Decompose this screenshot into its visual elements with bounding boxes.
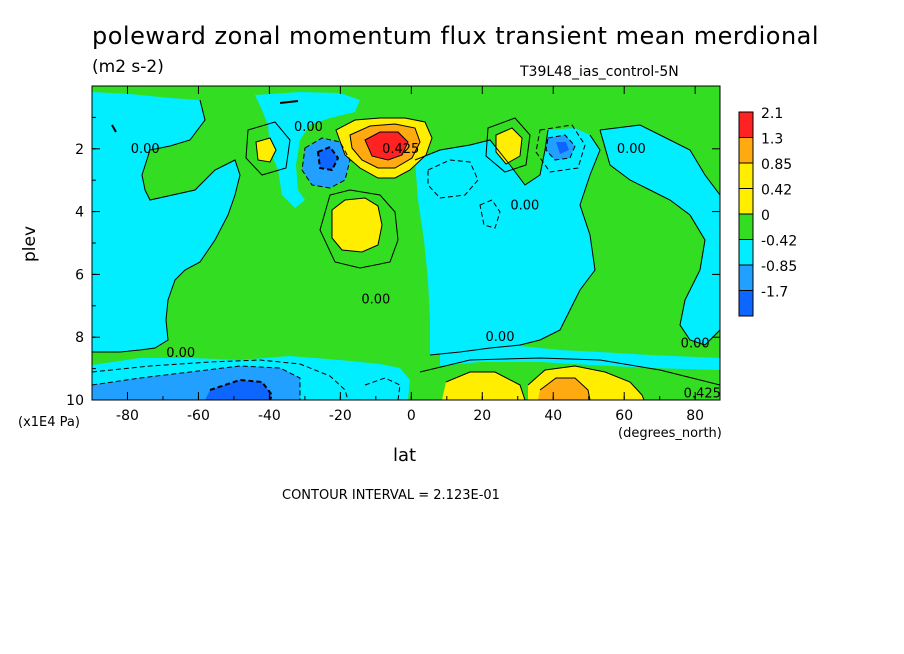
contour-interval-note: CONTOUR INTERVAL = 2.123E-01 bbox=[282, 488, 500, 503]
legend-swatch bbox=[738, 264, 754, 291]
x-tick-label: -60 bbox=[187, 408, 210, 424]
y-tick-label: 8 bbox=[75, 330, 84, 346]
contour-label: 0.425 bbox=[684, 387, 721, 402]
legend-label: 1.3 bbox=[761, 132, 783, 148]
x-tick-label: -40 bbox=[258, 408, 281, 424]
y-tick-label: 2 bbox=[75, 142, 84, 158]
x-axis-ticks: -80 -60 -40 -20 0 20 40 60 80 bbox=[91, 86, 704, 424]
legend-label: 0.85 bbox=[761, 157, 792, 173]
contour-label: 0.00 bbox=[361, 293, 390, 308]
x-tick-label: 80 bbox=[686, 408, 704, 424]
contour-label: 0.00 bbox=[486, 330, 515, 345]
legend-swatch bbox=[738, 162, 754, 189]
y-tick-label: 6 bbox=[75, 267, 84, 283]
contour-label: 0.00 bbox=[294, 120, 323, 135]
contour-fill-layer bbox=[92, 86, 720, 400]
x-axis-label: lat bbox=[393, 445, 417, 466]
x-tick-label: -20 bbox=[329, 408, 352, 424]
legend-label: -0.42 bbox=[761, 234, 797, 250]
y-tick-label: 4 bbox=[75, 205, 84, 221]
legend-swatch bbox=[738, 111, 754, 138]
y-axis-multiplier: (x1E4 Pa) bbox=[18, 415, 80, 430]
legend-swatch bbox=[738, 188, 754, 215]
y-tick-label: 10 bbox=[66, 393, 84, 409]
x-tick-label: -80 bbox=[116, 408, 139, 424]
legend-swatch bbox=[738, 137, 754, 164]
contour-label: 0.00 bbox=[166, 346, 195, 361]
legend-label: 0.42 bbox=[761, 183, 792, 199]
contour-label: 0.00 bbox=[617, 142, 646, 157]
y-axis-ticks: 2 4 6 8 10 bbox=[66, 116, 720, 409]
legend-label: -1.7 bbox=[761, 285, 788, 301]
chart-title: poleward zonal momentum flux transient m… bbox=[92, 22, 820, 50]
contour-labels: 0.00 0.00 0.425 0.00 0.00 0.00 0.00 0.00 0.00 0.4… bbox=[131, 120, 721, 402]
legend-label: 0 bbox=[761, 208, 770, 224]
x-tick-label: 0 bbox=[407, 408, 416, 424]
legend-label: 2.1 bbox=[761, 106, 783, 122]
color-legend: 2.1 1.3 0.85 0.42 0 -0.42 -0.85 -1.7 bbox=[738, 106, 797, 317]
x-axis-units: (degrees_north) bbox=[618, 426, 722, 441]
contour-label: 0.00 bbox=[131, 142, 160, 157]
x-tick-label: 20 bbox=[473, 408, 491, 424]
contour-label: 0.425 bbox=[382, 142, 419, 157]
contour-label: 0.00 bbox=[681, 336, 710, 351]
legend-label: -0.85 bbox=[761, 259, 797, 275]
contour-label: 0.00 bbox=[510, 198, 539, 213]
x-tick-label: 40 bbox=[544, 408, 562, 424]
run-label: T39L48_ias_control-5N bbox=[520, 64, 679, 80]
legend-swatch bbox=[738, 290, 754, 317]
x-tick-label: 60 bbox=[615, 408, 633, 424]
chart-units: (m2 s-2) bbox=[92, 57, 164, 77]
legend-swatch bbox=[738, 213, 754, 240]
legend-swatch bbox=[738, 239, 754, 266]
